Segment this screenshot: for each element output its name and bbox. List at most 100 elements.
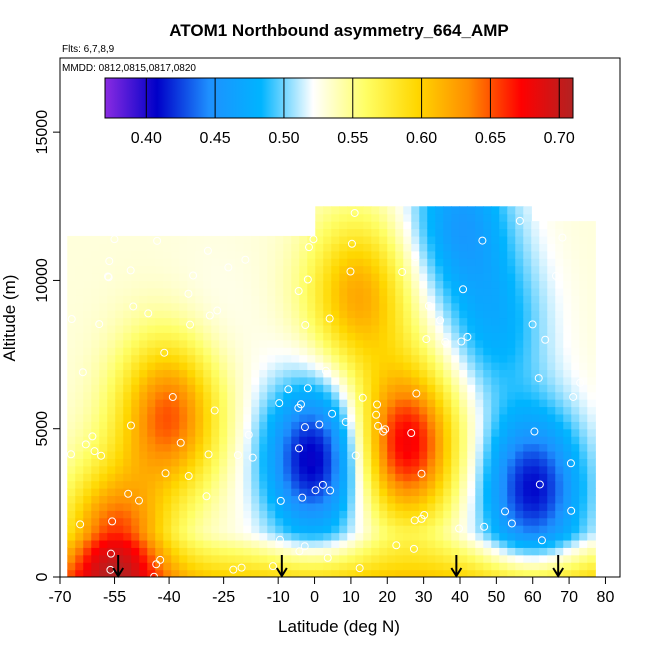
heatmap-cell bbox=[563, 287, 572, 296]
heatmap-cell bbox=[403, 317, 412, 326]
sample-point bbox=[106, 549, 115, 558]
heatmap-cell bbox=[315, 280, 324, 289]
heatmap-cell bbox=[91, 339, 100, 348]
heatmap-cell bbox=[299, 287, 308, 296]
heatmap-cell bbox=[555, 488, 564, 497]
sample-point bbox=[501, 507, 510, 516]
heatmap-cell bbox=[427, 473, 436, 482]
heatmap-cell bbox=[563, 235, 572, 244]
heatmap-cell bbox=[371, 502, 380, 511]
heatmap-cell bbox=[387, 443, 396, 452]
heatmap-cell bbox=[139, 517, 148, 526]
heatmap-cell bbox=[499, 235, 508, 244]
heatmap-cell bbox=[203, 310, 212, 319]
sample-point bbox=[90, 447, 99, 456]
heatmap-cell bbox=[323, 510, 332, 519]
heatmap-cell bbox=[547, 332, 556, 341]
heatmap-cell bbox=[499, 569, 508, 577]
heatmap-cell bbox=[579, 354, 588, 363]
heatmap-cell bbox=[459, 376, 468, 385]
heatmap-cell bbox=[587, 287, 596, 296]
heatmap-cell bbox=[475, 510, 484, 519]
heatmap-cell bbox=[323, 243, 332, 252]
heatmap-cell bbox=[267, 569, 276, 577]
heatmap-cell bbox=[123, 324, 132, 333]
heatmap-cell bbox=[115, 265, 124, 274]
heatmap-cell bbox=[187, 339, 196, 348]
heatmap-cell bbox=[211, 280, 220, 289]
heatmap-cell bbox=[203, 488, 212, 497]
heatmap-cell bbox=[219, 450, 228, 459]
heatmap-cell bbox=[435, 436, 444, 445]
heatmap-cell bbox=[267, 465, 276, 474]
heatmap-cell bbox=[435, 265, 444, 274]
heatmap-cell bbox=[451, 443, 460, 452]
heatmap-cell bbox=[515, 421, 524, 430]
heatmap-cell bbox=[243, 324, 252, 333]
heatmap-cell bbox=[155, 473, 164, 482]
heatmap-cell bbox=[523, 465, 532, 474]
heatmap-cell bbox=[283, 280, 292, 289]
heatmap-cell bbox=[403, 280, 412, 289]
heatmap-cell bbox=[107, 354, 116, 363]
heatmap-cell bbox=[227, 443, 236, 452]
heatmap-cell bbox=[299, 273, 308, 282]
heatmap-cell bbox=[531, 361, 540, 370]
heatmap-cell bbox=[387, 384, 396, 393]
heatmap-cell bbox=[307, 428, 316, 437]
heatmap-cell bbox=[267, 250, 276, 259]
heatmap-cell bbox=[291, 473, 300, 482]
heatmap-cell bbox=[419, 221, 428, 230]
heatmap-cell bbox=[475, 265, 484, 274]
heatmap-cell bbox=[179, 287, 188, 296]
heatmap-cell bbox=[347, 213, 356, 222]
heatmap-cell bbox=[499, 428, 508, 437]
heatmap-cell bbox=[579, 332, 588, 341]
heatmap-cell bbox=[251, 495, 260, 504]
heatmap-cell bbox=[547, 450, 556, 459]
colorbar-ticks: 0.40 0.45 0.50 0.55 0.60 0.65 0.70 bbox=[131, 78, 575, 147]
heatmap-cell bbox=[99, 562, 108, 571]
heatmap-cell bbox=[363, 310, 372, 319]
heatmap-cell bbox=[483, 287, 492, 296]
heatmap-cell bbox=[387, 436, 396, 445]
heatmap-cell bbox=[275, 517, 284, 526]
heatmap-cell bbox=[147, 539, 156, 548]
heatmap-cell bbox=[139, 450, 148, 459]
heatmap-cell bbox=[251, 273, 260, 282]
heatmap-cell bbox=[99, 376, 108, 385]
heatmap-cell bbox=[451, 465, 460, 474]
heatmap-cell bbox=[267, 517, 276, 526]
heatmap-cell bbox=[531, 258, 540, 267]
heatmap-cell bbox=[379, 562, 388, 571]
heatmap-cell bbox=[107, 450, 116, 459]
sample-point bbox=[534, 374, 543, 383]
sample-point bbox=[480, 522, 489, 531]
heatmap-cell bbox=[155, 532, 164, 541]
heatmap-cell bbox=[435, 562, 444, 571]
heatmap-cell bbox=[443, 228, 452, 237]
heatmap-cell bbox=[99, 480, 108, 489]
heatmap-cell bbox=[171, 376, 180, 385]
heatmap-cell bbox=[323, 562, 332, 571]
heatmap-cell bbox=[331, 473, 340, 482]
heatmap-cell bbox=[419, 421, 428, 430]
heatmap-cell bbox=[411, 221, 420, 230]
heatmap-cell bbox=[571, 258, 580, 267]
heatmap-cell bbox=[531, 480, 540, 489]
heatmap-cell bbox=[259, 243, 268, 252]
heatmap-cell bbox=[339, 406, 348, 415]
heatmap-cell bbox=[171, 443, 180, 452]
heatmap-cell bbox=[443, 302, 452, 311]
heatmap-cell bbox=[227, 384, 236, 393]
heatmap-cell bbox=[99, 250, 108, 259]
heatmap-cell bbox=[131, 310, 140, 319]
heatmap-cell bbox=[451, 517, 460, 526]
heatmap-cell bbox=[499, 302, 508, 311]
heatmap-cell bbox=[139, 273, 148, 282]
heatmap-cell bbox=[451, 302, 460, 311]
heatmap-cell bbox=[467, 413, 476, 422]
heatmap-cell bbox=[459, 250, 468, 259]
heatmap-cell bbox=[395, 547, 404, 556]
heatmap-cell bbox=[155, 406, 164, 415]
